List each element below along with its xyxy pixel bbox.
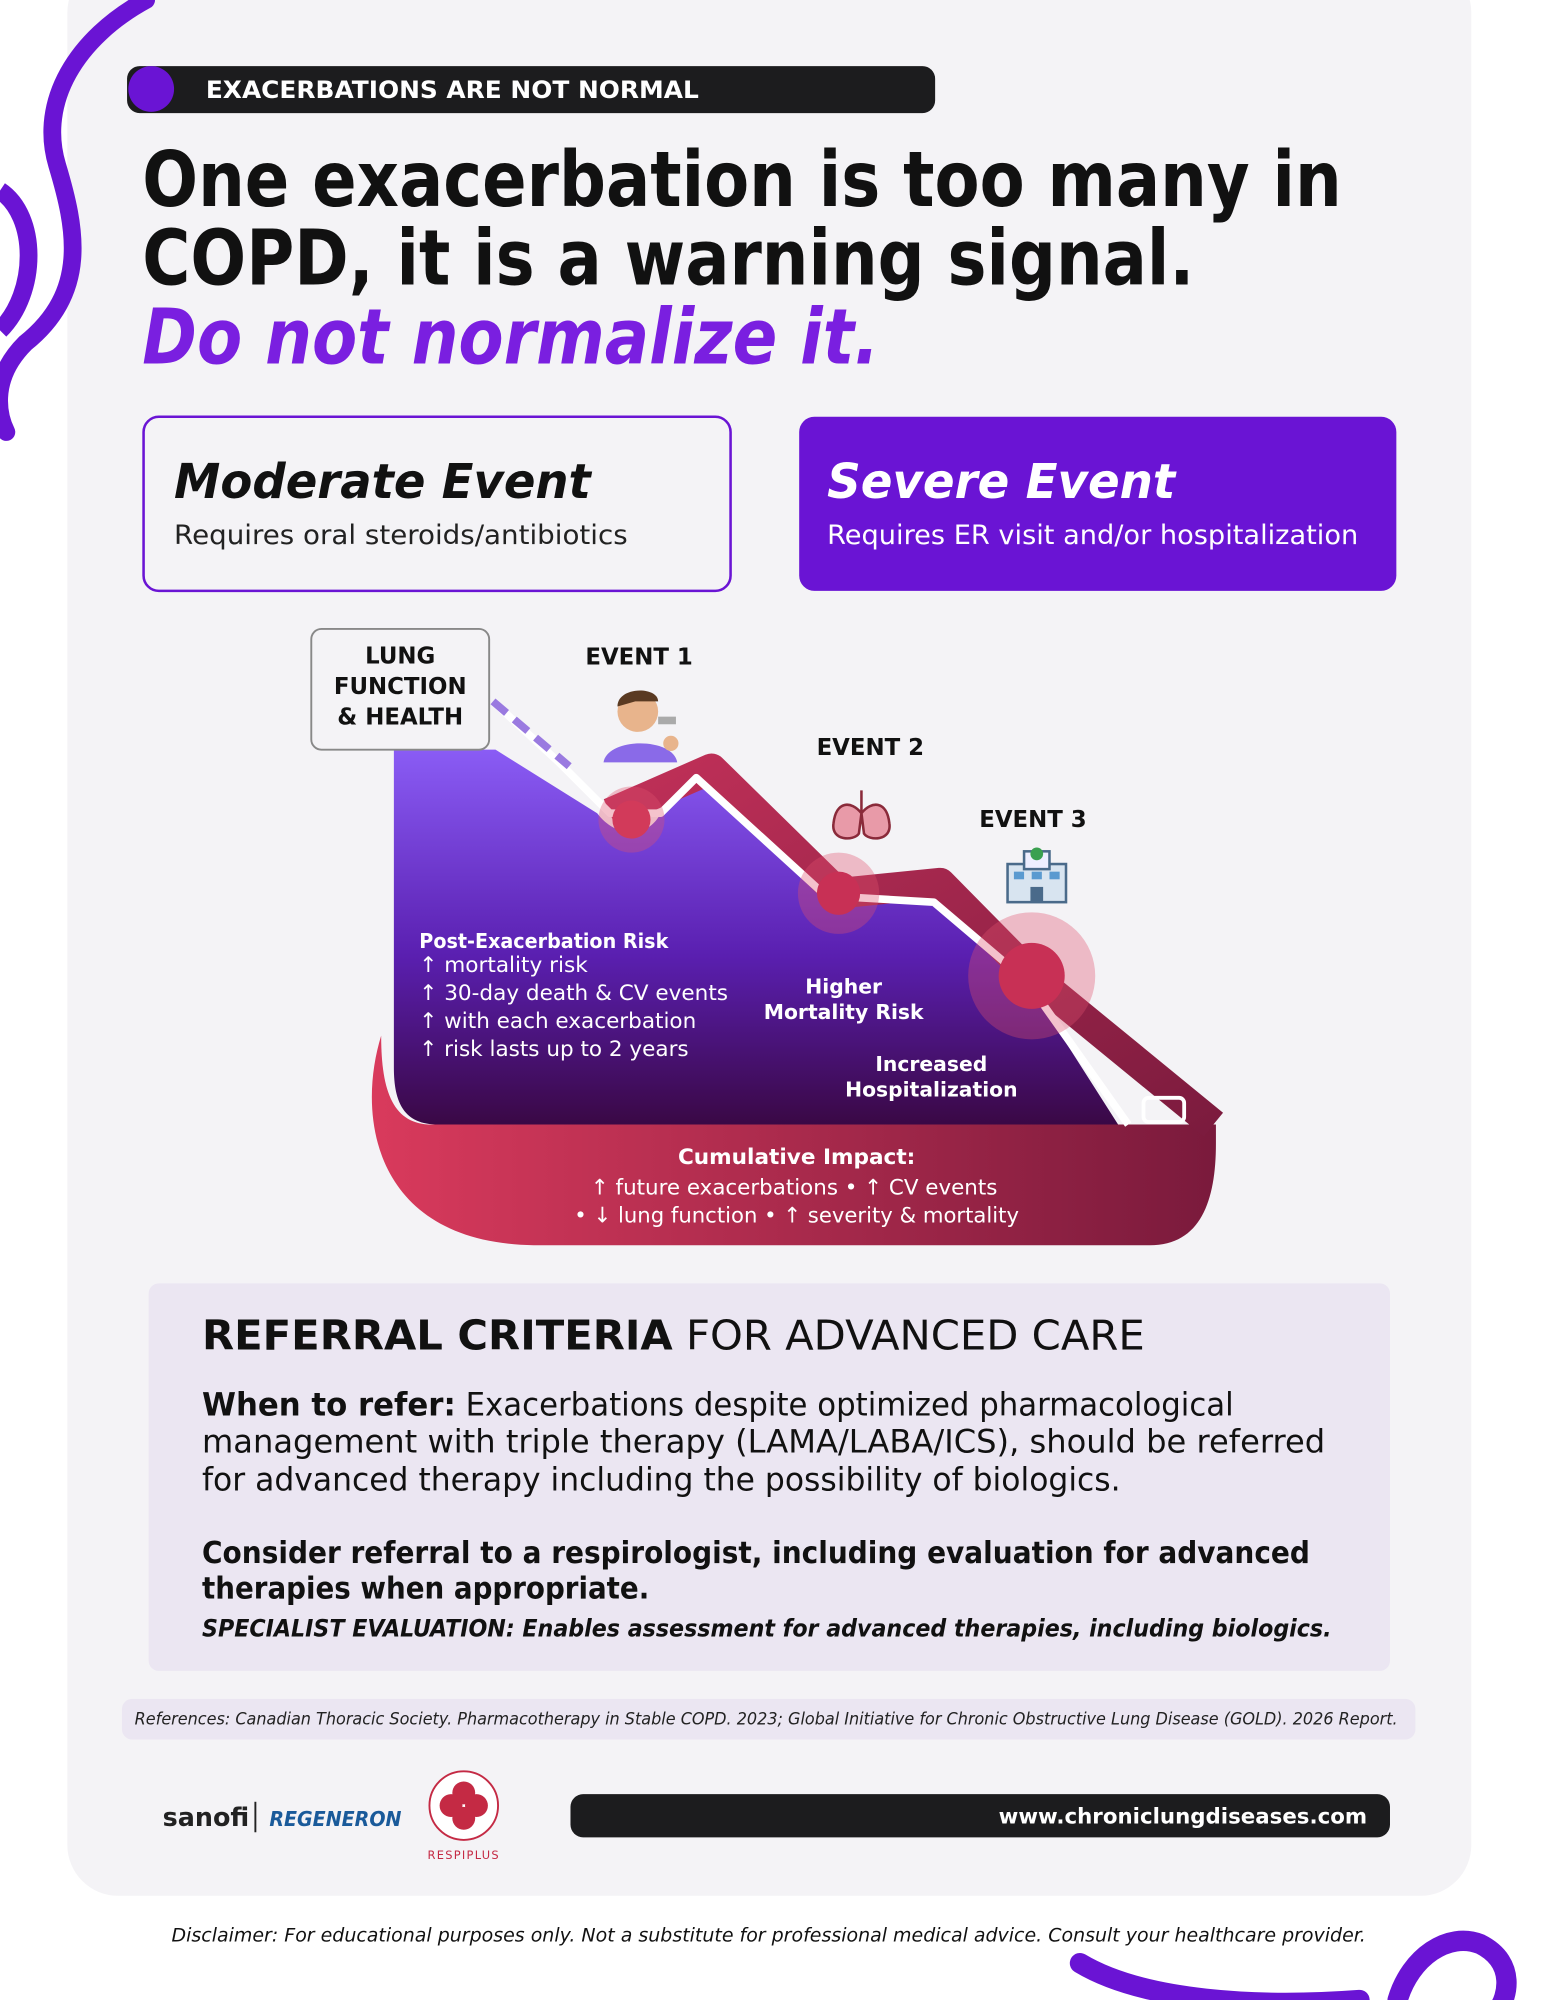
tag-dot <box>128 66 175 112</box>
hospital-icon <box>1006 847 1068 904</box>
risk-item: ↑ risk lasts up to 2 years <box>419 1037 688 1062</box>
moderate-desc: Requires oral steroids/antibiotics <box>174 520 628 551</box>
logo-sanofi: sanofi <box>163 1802 250 1832</box>
hospitalization-label: Increased <box>875 1052 987 1076</box>
end-marker <box>1141 1095 1187 1124</box>
logo-respiplus-mark <box>428 1770 500 1841</box>
axis-label: LUNG <box>365 643 435 669</box>
headline-emphasis: Do not normalize it. <box>142 292 879 381</box>
swirl <box>0 183 38 337</box>
logo-regeneron: REGENERON <box>269 1807 401 1831</box>
axis-label: FUNCTION <box>334 674 467 700</box>
axis-label-box <box>310 628 491 751</box>
referral-heading-rest: FOR ADVANCED CARE <box>686 1311 1145 1359</box>
url: www.chroniclungdiseases.com <box>999 1804 1367 1829</box>
consider-line: therapies when appropriate. <box>202 1571 649 1606</box>
when-line: for advanced therapy including the possi… <box>202 1462 1121 1498</box>
event-point <box>612 800 651 839</box>
headline-line: One exacerbation is too many in <box>142 135 1341 224</box>
when-line: management with triple therapy (LAMA/LAB… <box>202 1424 1325 1460</box>
axis-label: & HEALTH <box>337 704 463 730</box>
mortality-label: Higher <box>805 975 882 999</box>
event-label: EVENT 3 <box>979 807 1087 833</box>
severe-title: Severe Event <box>827 454 1177 510</box>
severe-box <box>799 416 1397 591</box>
lungs-icon <box>832 790 891 840</box>
cumulative-title: Cumulative Impact: <box>678 1145 915 1170</box>
headline-line: COPD, it is a warning signal. <box>142 214 1194 303</box>
consider-line: Consider referral to a respirologist, in… <box>202 1536 1310 1571</box>
event-label: EVENT 2 <box>817 735 925 761</box>
cumulative-line: • ↓ lung function • ↑ severity & mortali… <box>574 1203 1019 1228</box>
disclaimer: Disclaimer: For educational purposes onl… <box>172 1925 1366 1947</box>
referral-box <box>148 1283 1390 1671</box>
moderate-box <box>142 415 732 593</box>
risk-title: Post-Exacerbation Risk <box>419 929 668 953</box>
swirl <box>0 0 156 441</box>
references-bar <box>121 1698 1416 1740</box>
logo-respiplus: RESPIPLUS <box>428 1848 500 1862</box>
hospitalization-label: Hospitalization <box>845 1078 1018 1102</box>
patient-icon <box>603 690 679 763</box>
tag-text: EXACERBATIONS ARE NOT NORMAL <box>206 76 699 104</box>
specialist-line: SPECIALIST EVALUATION: Enables assessmen… <box>202 1615 1332 1643</box>
cumulative-line: ↑ future exacerbations • ↑ CV events <box>591 1175 998 1200</box>
risk-item: ↑ with each exacerbation <box>419 1009 696 1034</box>
event-point <box>816 871 861 915</box>
event-point <box>998 942 1065 1009</box>
references: References: Canadian Thoracic Society. P… <box>135 1709 1398 1728</box>
when-text: Exacerbations despite optimized pharmaco… <box>466 1388 1234 1424</box>
health-line <box>490 698 1132 1127</box>
when-line: When to refer: Exacerbations despite opt… <box>202 1388 1234 1424</box>
diagram: LUNG FUNCTION & HEALTH EVENT 1 EVENT 2 E… <box>310 628 1224 1246</box>
health-line-dash <box>490 698 572 770</box>
url-bar <box>570 1794 1390 1838</box>
referral-heading-bold: REFERRAL CRITERIA <box>202 1311 673 1359</box>
event-label: EVENT 1 <box>585 645 693 671</box>
decline-shape <box>393 749 1119 1125</box>
severe-desc: Requires ER visit and/or hospitalization <box>827 520 1358 551</box>
swirl <box>1069 1930 1517 2000</box>
risk-item: ↑ 30-day death & CV events <box>419 981 728 1006</box>
referral-heading: REFERRAL CRITERIA FOR ADVANCED CARE <box>202 1311 1145 1359</box>
base-shape <box>371 1035 1216 1246</box>
when-label: When to refer: <box>202 1388 456 1424</box>
tag-bar <box>127 66 936 114</box>
mortality-label: Mortality Risk <box>764 1000 924 1024</box>
risk-item: ↑ mortality risk <box>419 953 588 978</box>
moderate-title: Moderate Event <box>174 454 593 510</box>
